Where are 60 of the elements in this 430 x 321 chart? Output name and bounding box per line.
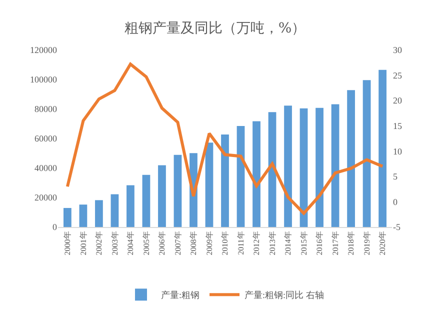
x-tick-label: 2015年 bbox=[299, 231, 308, 256]
x-tick-label: 2010年 bbox=[220, 231, 230, 256]
x-tick-label: 2020年 bbox=[378, 231, 388, 256]
x-tick-label: 2008年 bbox=[189, 231, 198, 256]
bar bbox=[221, 134, 229, 227]
x-tick-label: 2005年 bbox=[142, 231, 151, 256]
x-tick-label: 2018年 bbox=[346, 231, 356, 256]
legend-label: 产量:粗钢:同比 右轴 bbox=[244, 290, 324, 300]
x-tick-label: 2013年 bbox=[268, 231, 277, 256]
y-tick-label: 80000 bbox=[34, 104, 58, 114]
x-tick-label: 2007年 bbox=[173, 231, 182, 256]
y2-tick-label: 25 bbox=[393, 70, 402, 80]
bar bbox=[205, 142, 214, 227]
bar bbox=[331, 104, 340, 227]
legend-label: 产量:粗钢 bbox=[161, 290, 200, 300]
bar bbox=[316, 108, 324, 227]
bar bbox=[79, 204, 88, 227]
y2-tick-label: -5 bbox=[393, 222, 401, 232]
x-tick-label: 2001年 bbox=[78, 231, 88, 256]
y-tick-label: 40000 bbox=[34, 163, 58, 174]
bar bbox=[347, 90, 355, 227]
x-tick-label: 2011年 bbox=[236, 231, 246, 255]
x-tick-label: 2006年 bbox=[158, 231, 167, 256]
x-tick-label: 2000年 bbox=[63, 231, 72, 256]
bar bbox=[362, 80, 371, 227]
bar bbox=[378, 70, 386, 227]
x-tick-label: 2012年 bbox=[252, 231, 262, 256]
y-tick-label: 100000 bbox=[30, 74, 58, 85]
x-tick-label: 2004年 bbox=[126, 231, 136, 256]
y2-tick-label: 30 bbox=[393, 45, 402, 56]
chart-title: 粗钢产量及同比（万吨，%） bbox=[124, 20, 306, 36]
line-series bbox=[66, 62, 384, 215]
bar bbox=[110, 194, 119, 227]
bar bbox=[284, 106, 292, 227]
y2-tick-label: 20 bbox=[393, 96, 402, 106]
y-tick-label: 20000 bbox=[34, 192, 58, 203]
bar bbox=[64, 208, 72, 227]
x-tick-label: 2014年 bbox=[284, 231, 293, 256]
bar bbox=[300, 108, 308, 227]
bar bbox=[268, 112, 276, 227]
y2-tick-label: 0 bbox=[393, 196, 398, 207]
y2-tick-label: 15 bbox=[393, 121, 402, 132]
x-tick-label: 2017年 bbox=[330, 231, 340, 256]
bar bbox=[158, 165, 166, 227]
x-tick-label: 2003年 bbox=[110, 231, 120, 256]
bar bbox=[142, 174, 150, 227]
x-tick-label: 2019年 bbox=[362, 231, 372, 256]
y-tick-label: 120000 bbox=[30, 45, 58, 56]
bar bbox=[174, 154, 182, 227]
y-tick-label: 60000 bbox=[34, 134, 58, 144]
x-tick-label: 2016年 bbox=[315, 231, 324, 256]
y-tick-label: 0 bbox=[52, 222, 58, 232]
x-tick-label: 2009年 bbox=[204, 231, 214, 256]
bar bbox=[126, 185, 134, 227]
y2-tick-label: 10 bbox=[393, 146, 402, 156]
bar bbox=[236, 126, 245, 227]
bar bbox=[95, 200, 103, 227]
bar bbox=[252, 121, 260, 227]
y2-tick-label: 5 bbox=[393, 172, 398, 182]
x-tick-label: 2002年 bbox=[94, 231, 104, 256]
